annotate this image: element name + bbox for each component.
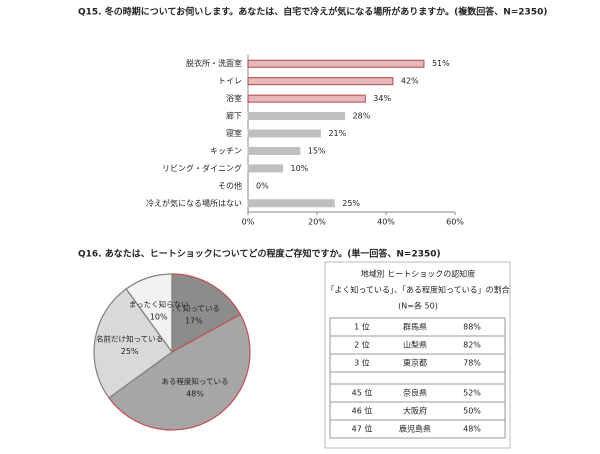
table-cell: 3 位 [354, 358, 370, 368]
chart-title: Q16. あなたは、ヒートショックについてどの程度ご存知ですか。(単一回答、N=… [78, 248, 441, 260]
value-label: 42% [401, 77, 419, 86]
y-tick-label: 浴室 [226, 93, 242, 103]
table-frame [324, 261, 511, 449]
table-cell: 46 位 [352, 406, 373, 416]
table-gap [329, 371, 506, 385]
value-label: 25% [342, 199, 360, 208]
x-tick-label: 0% [242, 218, 255, 227]
table-cell: 山梨県 [403, 340, 427, 350]
table-cell: 82% [463, 341, 481, 350]
table-cell: 東京都 [403, 358, 427, 368]
slice-label: まったく知らない [129, 299, 189, 309]
table-cell: 1 位 [354, 322, 370, 332]
bar [247, 164, 283, 173]
x-tick-label: 60% [446, 218, 464, 227]
value-label: 15% [308, 146, 326, 155]
y-tick-label: 冷えが気になる場所はない [146, 198, 242, 208]
value-label: 51% [432, 59, 450, 68]
value-label: 10% [150, 313, 168, 322]
pie-slice [125, 273, 173, 354]
x-tick-label: 20% [308, 218, 326, 227]
x-tick-label: 40% [377, 218, 395, 227]
bar [247, 199, 335, 208]
table-cell: 奈良県 [403, 388, 427, 398]
table-cell: 88% [463, 323, 481, 332]
slice-label: よく知っている [168, 303, 220, 313]
table-cell: 2 位 [354, 340, 370, 350]
table-cell: 群馬県 [403, 322, 427, 332]
value-label: 48% [186, 390, 204, 399]
value-label: 21% [328, 129, 346, 138]
slice-label: ある程度知っている [161, 376, 228, 386]
table-note: (N=各 50) [398, 301, 438, 311]
bar [247, 112, 346, 121]
chart-title: Q15. 冬の時期についてお伺いします。あなたは、自宅で冷えが気になる場所があり… [78, 6, 547, 18]
y-tick-label: リビング・ダイニング [162, 163, 242, 173]
table-row [329, 419, 506, 439]
table-cell: 52% [463, 389, 481, 398]
y-tick-label: 寝室 [226, 128, 242, 138]
value-label: 28% [353, 112, 371, 121]
pie-slice [93, 288, 173, 399]
y-tick-label: トイレ [218, 77, 242, 86]
value-label: 34% [373, 94, 391, 103]
y-tick-label: その他 [218, 180, 242, 190]
pie-slice [171, 273, 242, 354]
value-label: 17% [185, 317, 203, 326]
y-tick-label: 脱衣所・洗面室 [186, 58, 242, 68]
value-label: 25% [121, 347, 139, 356]
table-subtitle: 「よく知っている」、「ある程度知っている」の割合 [326, 285, 509, 295]
value-label: 0% [256, 181, 269, 190]
bar [247, 129, 321, 138]
pie-slice [108, 313, 251, 431]
table-title: 地域別 ヒートショックの認知度 [361, 269, 476, 279]
value-label: 10% [291, 164, 309, 173]
bar [247, 94, 366, 103]
bar [247, 146, 301, 155]
table-cell: 50% [463, 407, 481, 416]
table-cell: 78% [463, 359, 481, 368]
slice-label: 名前だけ知っている [96, 333, 163, 343]
table-cell: 鹿児島県 [399, 424, 431, 434]
y-tick-label: キッチン [210, 146, 242, 155]
table-cell: 48% [463, 425, 481, 434]
table-cell: 47 位 [352, 424, 373, 434]
bar [247, 77, 394, 86]
y-tick-label: 廊下 [226, 111, 242, 121]
table-cell: 45 位 [352, 388, 373, 398]
bar [247, 59, 425, 68]
table-cell: 大阪府 [403, 406, 427, 416]
